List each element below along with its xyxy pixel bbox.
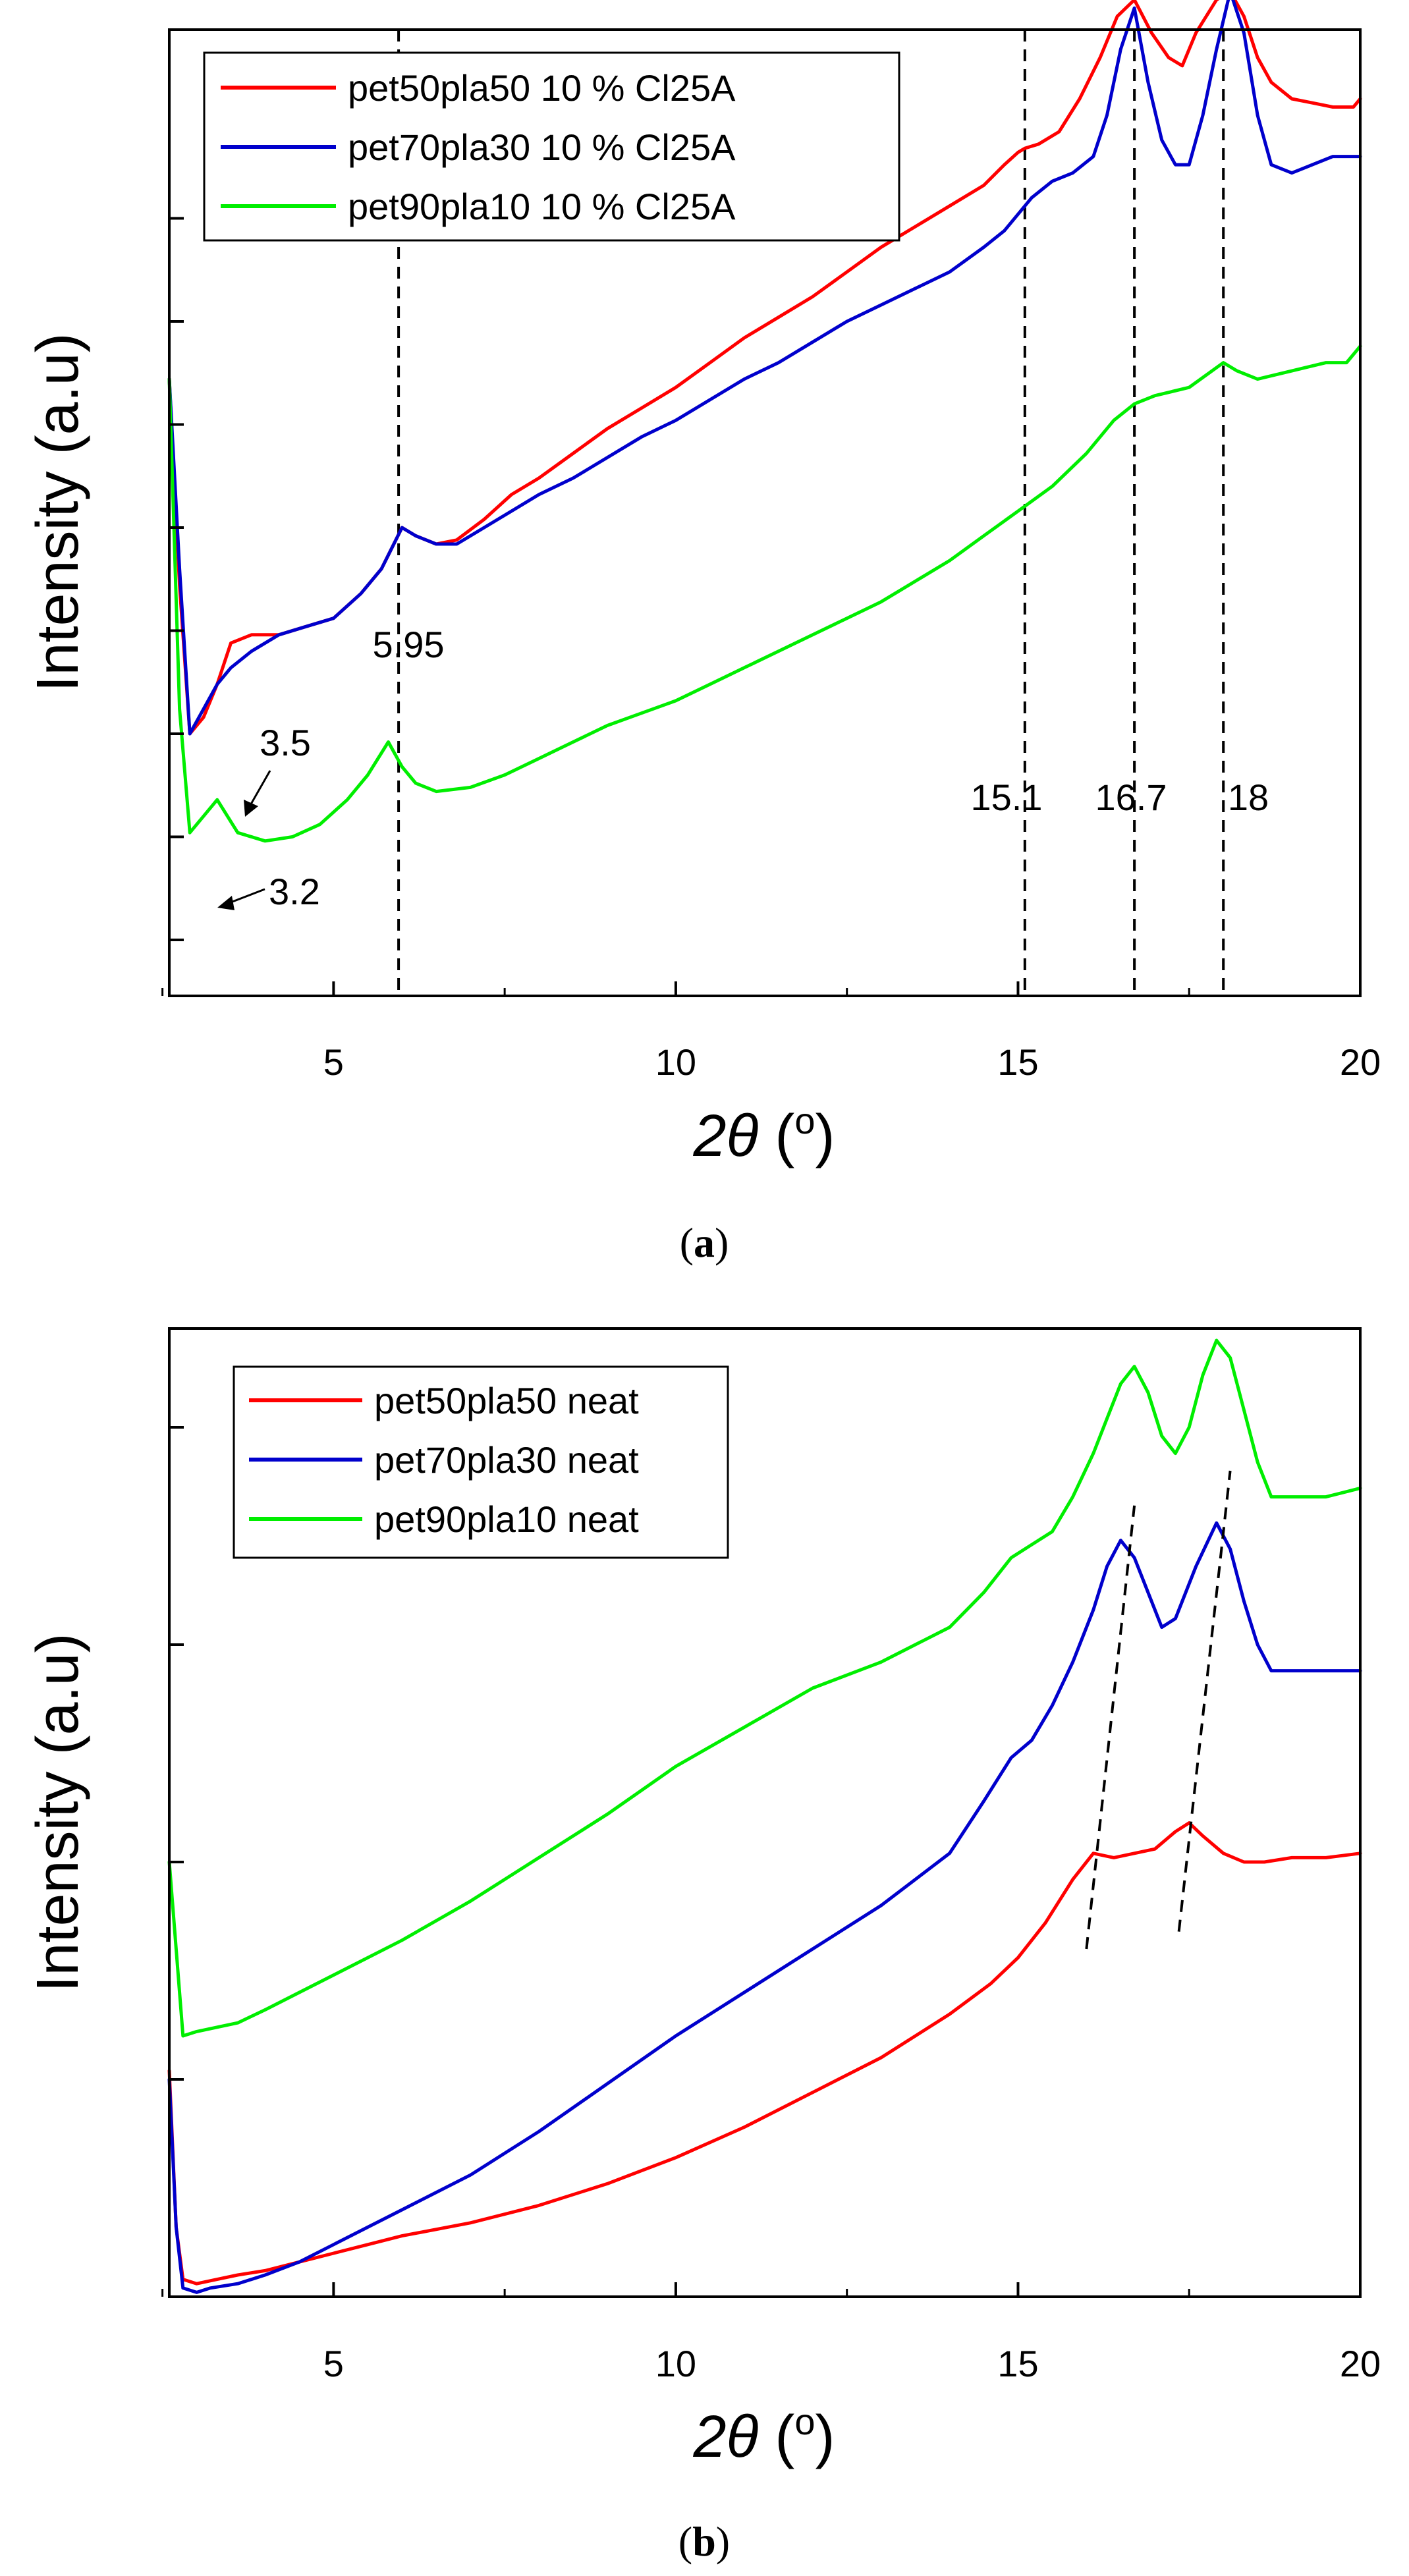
y-axis-label-b: Intensity (a.u): [25, 1633, 91, 1992]
series-line-a-1: [167, 0, 1362, 736]
series-line-b-2: [167, 1338, 1362, 2038]
plot-frame-b: [168, 1327, 1362, 2298]
legend-label-b-1: pet70pla30 neat: [374, 1439, 639, 1481]
annotation-arrowhead-3.2: [217, 896, 235, 910]
x-tick-label-b-10: 10: [655, 2343, 696, 2384]
caption-letter-a: a: [694, 1219, 715, 1266]
legend-label-b-2: pet90pla10 neat: [374, 1498, 639, 1540]
x-axis-unit-close-a: ): [815, 1103, 835, 1169]
x-tick-label-a-20: 20: [1340, 1041, 1381, 1083]
ref-label-15.1: 15.1: [971, 777, 1043, 818]
x-axis-symbol-b: 2θ: [692, 2404, 758, 2470]
x-axis-unit-a: o: [794, 1100, 815, 1141]
legend-label-a-2: pet90pla10 10 % Cl25A: [348, 186, 736, 227]
x-axis-label-a: 2θ (o): [692, 1100, 835, 1169]
plot-area-b: [167, 1338, 1362, 2294]
annotation-3.5: 3.5: [260, 722, 311, 763]
legend-label-a-1: pet70pla30 10 % Cl25A: [348, 126, 736, 168]
caption-letter-b: b: [692, 2518, 716, 2565]
caption-close-b: ): [716, 2518, 730, 2565]
annotation-3.2: 3.2: [269, 871, 320, 912]
annotation-arrowhead-3.5: [244, 800, 258, 817]
guide-line-b-0: [1085, 1505, 1136, 1950]
legend-a: pet50pla50 10 % Cl25A pet70pla30 10 % Cl…: [203, 51, 900, 242]
x-axis-symbol-a: 2θ: [692, 1103, 758, 1169]
x-axis-unit-b: o: [794, 2401, 815, 2442]
legend-label-b-0: pet50pla50 neat: [374, 1380, 639, 1421]
series-line-b-0: [167, 1821, 1362, 2286]
legend-b: pet50pla50 neat pet70pla30 neat pet90pla…: [233, 1365, 729, 1559]
guide-line-b-1: [1177, 1470, 1232, 1932]
ref-label-18: 18: [1228, 777, 1269, 818]
panel-b: 5 10 15 20 Intensity (a.u) 2θ (o) pet50pla5…: [25, 1327, 1381, 2565]
x-tick-label-b-20: 20: [1340, 2343, 1381, 2384]
caption-open-a: (: [680, 1219, 694, 1266]
axis-ticks-b: 5 10 15 20: [161, 1426, 1381, 2384]
y-axis-label-a: Intensity (a.u): [25, 333, 91, 692]
panel-caption-b: (b): [678, 2518, 730, 2565]
x-tick-label-b-15: 15: [997, 2343, 1038, 2384]
x-tick-label-b-5: 5: [323, 2343, 344, 2384]
axis-ticks-a: 5 10 15 20: [161, 217, 1381, 1083]
caption-close-a: ): [715, 1219, 729, 1266]
annotation-arrow-3.2: [227, 888, 265, 905]
plot-area-a: [167, 0, 1362, 996]
x-axis-label-b: 2θ (o): [692, 2401, 835, 2470]
annotation-arrow-3.5: [248, 770, 271, 808]
x-tick-label-a-10: 10: [655, 1041, 696, 1083]
x-axis-unit-open-b: (: [758, 2404, 794, 2470]
series-line-a-2: [167, 344, 1362, 843]
ref-label-5.95: 5.95: [373, 624, 445, 665]
plot-frame-a: [168, 28, 1362, 997]
x-axis-unit-close-b: ): [815, 2404, 835, 2470]
ref-label-16.7: 16.7: [1095, 777, 1167, 818]
caption-open-b: (: [678, 2518, 692, 2565]
legend-label-a-0: pet50pla50 10 % Cl25A: [348, 67, 736, 109]
x-tick-label-a-15: 15: [997, 1041, 1038, 1083]
x-axis-unit-open-a: (: [758, 1103, 794, 1169]
panel-a: 5 10 15 20 Intensity (a.u) 2θ (o) pet50pla5…: [25, 0, 1381, 1266]
panel-caption-a: (a): [680, 1219, 729, 1266]
x-tick-label-a-5: 5: [323, 1041, 344, 1083]
